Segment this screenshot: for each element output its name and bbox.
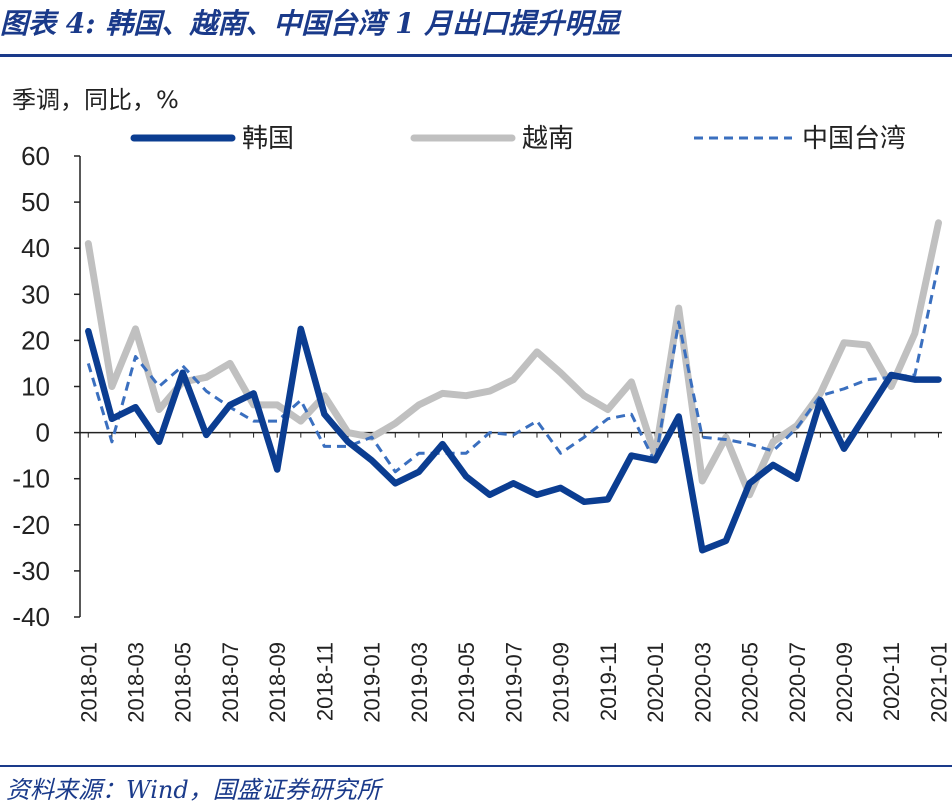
x-tick-label: 2019-11 xyxy=(596,642,621,721)
y-tick-label: -40 xyxy=(12,602,50,632)
x-tick-label: 2019-03 xyxy=(407,642,432,723)
y-tick-label: 10 xyxy=(21,372,50,402)
line-chart: 60 50 40 30 20 10 0 -10 -20 -30 -40 2018-01 2018-03 2… xyxy=(12,86,951,723)
y-tick-label: -20 xyxy=(12,510,50,540)
x-tick-label: 2020-03 xyxy=(690,642,715,723)
x-tick-label: 2018-11 xyxy=(312,642,337,721)
x-tick-label: 2018-09 xyxy=(265,642,290,723)
legend-label: 越南 xyxy=(522,124,574,154)
figure-title: 图表 4: 韩国、越南、中国台湾 1 月出口提升明显 xyxy=(0,7,621,40)
y-tick-label: -30 xyxy=(12,556,50,586)
series-line-vietnam xyxy=(84,219,942,499)
x-tick-label: 2020-11 xyxy=(879,642,904,721)
x-tick-label: 2020-05 xyxy=(738,642,763,723)
series-line-korea xyxy=(85,325,942,554)
chart-legend: 韩国 越南 中国台湾 xyxy=(130,124,906,154)
legend-label: 韩国 xyxy=(242,124,294,154)
y-unit-label: 季调，同比，% xyxy=(12,86,179,114)
x-tick-label: 2020-07 xyxy=(785,642,810,723)
x-tick-label: 2020-09 xyxy=(832,642,857,723)
x-tick-label: 2020-01 xyxy=(643,642,668,723)
y-tick-label: 50 xyxy=(21,187,50,217)
y-tick-label: 0 xyxy=(36,418,50,448)
x-tick-label: 2018-07 xyxy=(218,642,243,723)
legend-label: 中国台湾 xyxy=(802,124,906,154)
x-tick-label: 2018-01 xyxy=(76,642,101,723)
y-tick-label: 30 xyxy=(21,279,50,309)
y-tick-label: -10 xyxy=(12,464,50,494)
source-note: 资料来源：Wind，国盛证券研究所 xyxy=(6,776,381,804)
x-tick-label: 2019-07 xyxy=(501,642,526,723)
x-tick-label: 2019-05 xyxy=(454,642,479,723)
y-tick-label: 20 xyxy=(21,325,50,355)
chart-lines xyxy=(84,219,942,554)
x-tick-label: 2018-03 xyxy=(123,642,148,723)
y-tick-label: 40 xyxy=(21,233,50,263)
y-tick-label: 60 xyxy=(21,141,50,171)
x-tick-label: 2019-09 xyxy=(549,642,574,723)
bottom-divider xyxy=(0,765,952,767)
x-tick-label: 2021-01 xyxy=(926,642,951,723)
top-divider xyxy=(0,54,952,57)
x-tick-label: 2018-05 xyxy=(171,642,196,723)
chart-axes: 60 50 40 30 20 10 0 -10 -20 -30 -40 2018-01 2018-03 2… xyxy=(12,141,951,723)
x-tick-label: 2019-01 xyxy=(360,642,385,723)
